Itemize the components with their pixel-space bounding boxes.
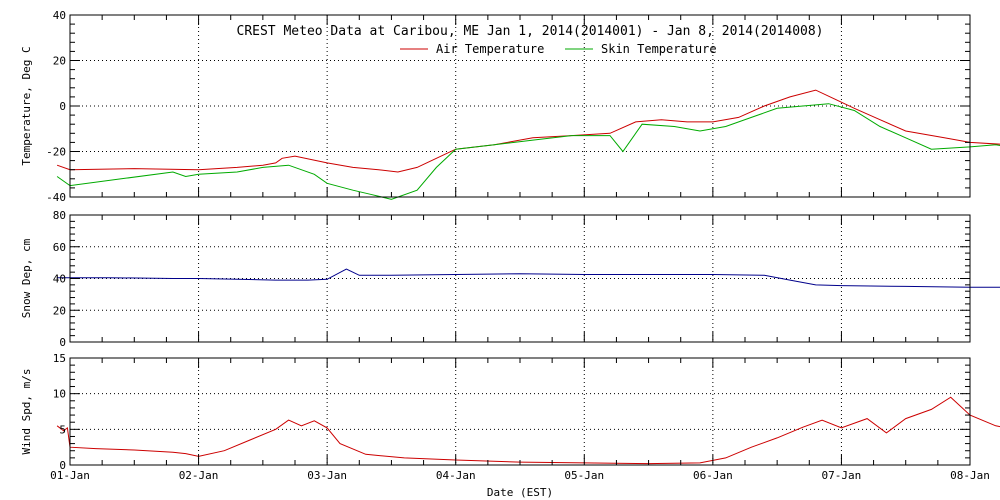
y-tick-label: 0 <box>59 100 66 113</box>
series-line-0-1 <box>56 103 1000 200</box>
x-tick-label: 06-Jan <box>693 469 733 482</box>
y-tick-label: 20 <box>53 55 66 68</box>
y-tick-label: 10 <box>53 388 66 401</box>
x-tick-label: 07-Jan <box>822 469 862 482</box>
y-axis-title: Wind Spd, m/s <box>20 368 33 454</box>
x-tick-label: 04-Jan <box>436 469 476 482</box>
y-tick-label: 15 <box>53 352 66 365</box>
chart-title: CREST Meteo Data at Caribou, ME Jan 1, 2… <box>237 24 824 39</box>
y-tick-label: -20 <box>46 146 66 159</box>
grid-layer <box>70 15 970 465</box>
y-tick-label: 0 <box>59 336 66 349</box>
legend: Air Temperature Skin Temperature <box>400 42 717 56</box>
y-tick-label: 80 <box>53 209 66 222</box>
legend-label: Skin Temperature <box>601 42 717 56</box>
x-tick-label: 01-Jan <box>50 469 90 482</box>
x-tick-label: 03-Jan <box>307 469 347 482</box>
series-layer <box>56 89 1000 465</box>
y-tick-label: 40 <box>53 273 66 286</box>
y-axis-title: Temperature, Deg C <box>20 46 33 165</box>
y-tick-label: 5 <box>59 423 66 436</box>
x-tick-label: 05-Jan <box>564 469 604 482</box>
y-tick-label: 60 <box>53 241 66 254</box>
y-tick-label: 20 <box>53 304 66 317</box>
text-layer: CREST Meteo Data at Caribou, ME Jan 1, 2… <box>20 9 990 499</box>
panel-frame <box>69 357 971 466</box>
tick-layer <box>69 14 971 466</box>
y-tick-label: 40 <box>53 9 66 22</box>
frame-layer <box>69 14 971 466</box>
y-tick-label: -40 <box>46 191 66 204</box>
y-axis-title: Snow Dep, cm <box>20 238 33 318</box>
x-tick-label: 08-Jan <box>950 469 990 482</box>
legend-label: Air Temperature <box>436 42 544 56</box>
y-tick-label: 0 <box>59 459 66 472</box>
x-tick-label: 02-Jan <box>179 469 219 482</box>
series-line-1-0 <box>57 268 1000 288</box>
x-axis-title: Date (EST) <box>487 486 553 499</box>
